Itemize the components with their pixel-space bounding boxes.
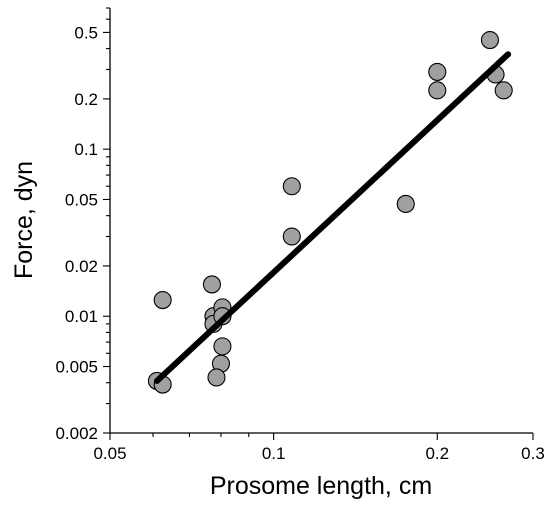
data-point: [282, 177, 301, 196]
fit-line: [153, 51, 512, 384]
x-tick-label: 0.3: [521, 444, 545, 463]
y-tick-label: 0.2: [74, 90, 98, 109]
data-point: [480, 31, 500, 50]
x-tick-label: 0.2: [425, 444, 449, 463]
data-point: [282, 227, 301, 246]
data-point: [202, 275, 221, 294]
x-axis-title: Prosome length, cm: [210, 472, 432, 500]
fit-line-group: [153, 51, 512, 384]
data-point: [153, 290, 172, 310]
y-ticks: 0.002 0.005 0.01 0.02 0.05 0.1 0.2 0.5: [55, 7, 110, 443]
y-axis-title: Force, dyn: [10, 161, 38, 279]
y-tick-label: 0.5: [74, 23, 98, 42]
y-tick-label: 0.02: [65, 257, 98, 276]
data-point: [428, 62, 447, 81]
y-axis: 0.002 0.005 0.01 0.02 0.05 0.1 0.2 0.5: [55, 7, 111, 443]
y-tick-label: 0.1: [74, 140, 98, 159]
data-point: [494, 81, 513, 100]
data-point: [207, 368, 226, 387]
y-tick-label: 0.002: [55, 424, 98, 443]
x-tick-label: 0.1: [262, 444, 286, 463]
x-axis: 0.05 0.1 0.2 0.3: [93, 432, 545, 463]
data-point: [428, 81, 447, 100]
y-tick-label: 0.01: [65, 307, 98, 326]
y-tick-label: 0.05: [65, 190, 98, 209]
data-point: [396, 194, 415, 214]
y-tick-label: 0.005: [55, 358, 98, 377]
x-tick-label: 0.05: [93, 444, 126, 463]
x-ticks: 0.05 0.1 0.2 0.3: [93, 433, 545, 463]
data-point: [213, 337, 232, 356]
